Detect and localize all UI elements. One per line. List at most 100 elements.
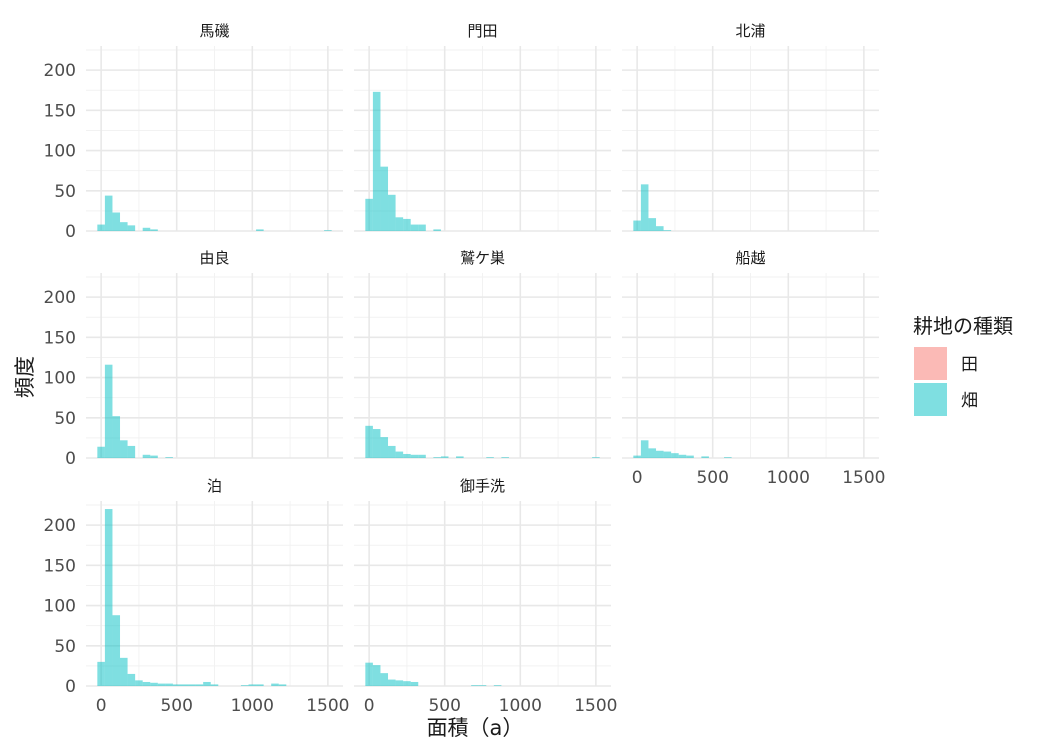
histogram-bar bbox=[471, 685, 479, 686]
histogram-bar bbox=[388, 445, 396, 458]
legend-key bbox=[914, 347, 947, 380]
histogram-bar bbox=[256, 684, 264, 686]
histogram-bar bbox=[403, 218, 411, 231]
histogram-bar bbox=[380, 437, 389, 458]
histogram-bar bbox=[180, 684, 189, 686]
y-tick-label: 0 bbox=[65, 449, 76, 469]
y-tick-label: 100 bbox=[44, 142, 76, 162]
x-tick-label: 1000 bbox=[231, 696, 274, 716]
y-tick-label: 50 bbox=[54, 637, 76, 657]
histogram-bar bbox=[372, 665, 381, 686]
x-tick-label: 500 bbox=[696, 468, 728, 488]
histogram-bar bbox=[120, 222, 128, 231]
histogram-bar bbox=[271, 683, 279, 686]
histogram-bar bbox=[150, 682, 158, 686]
histogram-bar bbox=[433, 229, 441, 231]
y-tick-label: 0 bbox=[65, 677, 76, 697]
facet-panel: 泊 0 50 100 150 200 0 500 1000 1500 bbox=[44, 477, 350, 716]
histogram-bar bbox=[395, 680, 404, 686]
y-tick-label: 100 bbox=[44, 369, 76, 389]
histogram-bar bbox=[433, 457, 441, 458]
histogram-bar bbox=[127, 225, 136, 231]
facet-panel: 由良 0 50 100 150 200 bbox=[44, 249, 343, 469]
histogram-bar bbox=[633, 455, 641, 458]
facet-panel: 御手洗 0 500 1000 1500 bbox=[354, 477, 618, 716]
legend-title: 耕地の種類 bbox=[913, 314, 1013, 338]
facet-title: 御手洗 bbox=[460, 477, 505, 495]
histogram-bar bbox=[142, 454, 151, 458]
histogram-bar bbox=[135, 680, 143, 686]
histogram-bar bbox=[165, 457, 173, 458]
y-axis-title: 頻度 bbox=[13, 356, 37, 398]
histogram-bar bbox=[418, 224, 426, 231]
y-tick-label: 150 bbox=[44, 556, 76, 576]
facet-title: 北浦 bbox=[735, 22, 765, 40]
facet-title: 門田 bbox=[467, 22, 497, 40]
histogram-bar bbox=[120, 440, 128, 458]
histogram-bar bbox=[203, 681, 211, 686]
histogram-bar bbox=[97, 446, 105, 458]
histogram-bar bbox=[663, 451, 672, 458]
histogram-bar bbox=[656, 226, 664, 231]
histogram-bar bbox=[112, 615, 121, 686]
histogram-bar bbox=[165, 683, 173, 686]
histogram-bar bbox=[501, 457, 509, 458]
histogram-bar bbox=[188, 684, 196, 686]
histogram-bar bbox=[486, 457, 494, 458]
facet-title: 鷲ケ巣 bbox=[460, 249, 505, 267]
histogram-bar bbox=[380, 673, 389, 686]
facet-title: 船越 bbox=[735, 249, 765, 267]
histogram-bar bbox=[724, 457, 732, 458]
histogram-bar bbox=[410, 224, 419, 231]
y-tick-label: 100 bbox=[44, 597, 76, 617]
histogram-bar bbox=[592, 457, 600, 458]
facet-panel: 門田 bbox=[354, 22, 611, 232]
y-tick-label: 200 bbox=[44, 288, 76, 308]
x-tick-label: 1500 bbox=[574, 696, 617, 716]
histogram-bar bbox=[248, 684, 257, 686]
facet-panel: 船越 0 500 1000 1500 bbox=[622, 249, 886, 488]
histogram-bar bbox=[278, 684, 287, 686]
histogram-bar bbox=[256, 229, 264, 231]
histogram-bar bbox=[365, 662, 373, 686]
histogram-bar bbox=[493, 685, 502, 686]
histogram-bar bbox=[365, 198, 373, 231]
legend-label: 田 bbox=[961, 355, 978, 375]
histogram-bar bbox=[97, 224, 105, 231]
histogram-bar bbox=[240, 685, 249, 686]
histogram-bar bbox=[456, 456, 464, 458]
histogram-bar bbox=[112, 416, 121, 458]
histogram-bar bbox=[633, 220, 641, 231]
histogram-bar bbox=[127, 673, 136, 686]
legend-key bbox=[914, 383, 947, 416]
histogram-bar bbox=[365, 425, 373, 458]
histogram-bar bbox=[210, 684, 219, 686]
x-tick-label: 1000 bbox=[499, 696, 542, 716]
histogram-bar bbox=[104, 364, 113, 458]
legend-label: 畑 bbox=[961, 391, 978, 411]
histogram-bar bbox=[324, 230, 332, 231]
histogram-bar bbox=[380, 166, 389, 231]
histogram-bar bbox=[395, 217, 404, 231]
histogram-bar bbox=[142, 227, 151, 231]
histogram-bar bbox=[395, 451, 404, 458]
x-axis-title: 面積（a） bbox=[427, 716, 524, 740]
histogram-bar bbox=[157, 683, 166, 686]
histogram-bar bbox=[104, 509, 113, 686]
histogram-bar bbox=[410, 454, 419, 458]
y-tick-label: 200 bbox=[44, 516, 76, 536]
facet-title: 馬磯 bbox=[199, 22, 229, 40]
histogram-bar bbox=[686, 455, 694, 458]
facet-panel: 鷲ケ巣 bbox=[354, 249, 611, 459]
histogram-bar bbox=[104, 195, 113, 231]
y-tick-label: 50 bbox=[54, 409, 76, 429]
x-tick-label: 1500 bbox=[306, 696, 349, 716]
histogram-bar bbox=[403, 681, 411, 686]
x-tick-label: 0 bbox=[96, 696, 107, 716]
y-tick-label: 0 bbox=[65, 222, 76, 242]
histogram-bar bbox=[388, 679, 396, 686]
histogram-bar bbox=[120, 657, 128, 686]
histogram-bar bbox=[440, 456, 449, 458]
